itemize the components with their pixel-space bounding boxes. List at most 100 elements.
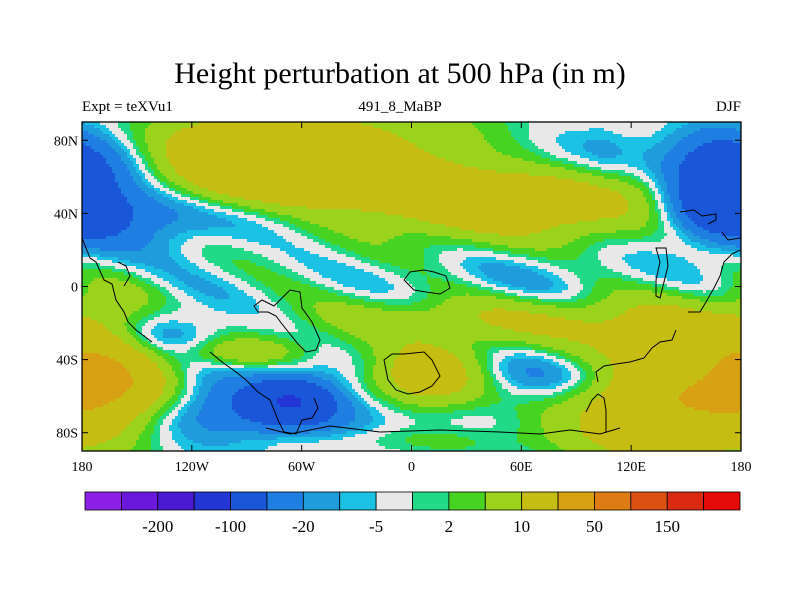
field-cell (694, 125, 698, 129)
field-cell (301, 134, 305, 138)
field-cell (688, 122, 692, 126)
field-cell (685, 152, 689, 156)
field-cell (328, 134, 332, 138)
field-cell (334, 158, 338, 162)
field-cell (205, 179, 209, 183)
field-cell (349, 140, 353, 144)
field-cell (658, 143, 662, 147)
field-cell (352, 143, 356, 147)
field-cell (298, 140, 302, 144)
field-cell (400, 188, 404, 192)
field-cell (622, 128, 626, 132)
field-cell (436, 122, 440, 126)
field-cell (445, 179, 449, 183)
field-cell (265, 164, 269, 168)
field-cell (196, 137, 200, 141)
field-cell (646, 182, 650, 186)
field-cell (277, 167, 281, 171)
field-cell (142, 137, 146, 141)
field-cell (127, 164, 131, 168)
field-cell (184, 176, 188, 180)
field-cell (253, 125, 257, 129)
field-cell (262, 176, 266, 180)
field-cell (373, 185, 377, 189)
field-cell (484, 158, 488, 162)
field-cell (175, 170, 179, 174)
field-cell (544, 185, 548, 189)
field-cell (619, 149, 623, 153)
field-cell (304, 161, 308, 165)
field-cell (709, 179, 713, 183)
field-cell (502, 164, 506, 168)
field-cell (613, 125, 617, 129)
field-cell (412, 161, 416, 165)
field-cell (163, 122, 167, 126)
field-cell (361, 122, 365, 126)
field-cell (211, 122, 215, 126)
field-cell (595, 161, 599, 165)
field-cell (544, 161, 548, 165)
field-cell (286, 173, 290, 177)
field-cell (571, 149, 575, 153)
field-cell (88, 131, 92, 135)
field-cell (268, 176, 272, 180)
field-cell (535, 158, 539, 162)
field-cell (493, 137, 497, 141)
field-cell (103, 143, 107, 147)
field-cell (118, 161, 122, 165)
field-cell (256, 167, 260, 171)
field-cell (721, 176, 725, 180)
field-cell (694, 131, 698, 135)
field-cell (268, 134, 272, 138)
field-cell (637, 134, 641, 138)
field-cell (169, 152, 173, 156)
field-cell (619, 185, 623, 189)
field-cell (157, 134, 161, 138)
field-cell (439, 161, 443, 165)
field-cell (571, 164, 575, 168)
field-cell (712, 122, 716, 126)
field-cell (94, 161, 98, 165)
field-cell (400, 128, 404, 132)
field-cell (421, 152, 425, 156)
field-cell (511, 140, 515, 144)
field-cell (646, 149, 650, 153)
field-cell (154, 131, 158, 135)
field-cell (82, 176, 86, 180)
field-cell (541, 128, 545, 132)
field-cell (100, 185, 104, 189)
field-cell (319, 146, 323, 150)
field-cell (316, 152, 320, 156)
field-cell (250, 182, 254, 186)
field-cell (235, 167, 239, 171)
field-cell (376, 176, 380, 180)
field-cell (478, 164, 482, 168)
field-cell (199, 149, 203, 153)
field-cell (355, 164, 359, 168)
field-cell (196, 161, 200, 165)
field-cell (373, 122, 377, 126)
field-cell (370, 179, 374, 183)
field-cell (412, 188, 416, 192)
field-cell (463, 155, 467, 159)
field-cell (430, 125, 434, 129)
field-cell (724, 164, 728, 168)
field-cell (505, 149, 509, 153)
field-cell (271, 128, 275, 132)
field-cell (529, 161, 533, 165)
field-cell (229, 164, 233, 168)
field-cell (103, 140, 107, 144)
field-cell (181, 137, 185, 141)
field-cell (142, 122, 146, 126)
field-cell (637, 167, 641, 171)
field-cell (439, 143, 443, 147)
field-cell (244, 179, 248, 183)
field-cell (184, 179, 188, 183)
field-cell (670, 143, 674, 147)
field-cell (538, 128, 542, 132)
field-cell (307, 182, 311, 186)
field-cell (145, 143, 149, 147)
field-cell (100, 143, 104, 147)
field-cell (601, 158, 605, 162)
field-cell (346, 125, 350, 129)
